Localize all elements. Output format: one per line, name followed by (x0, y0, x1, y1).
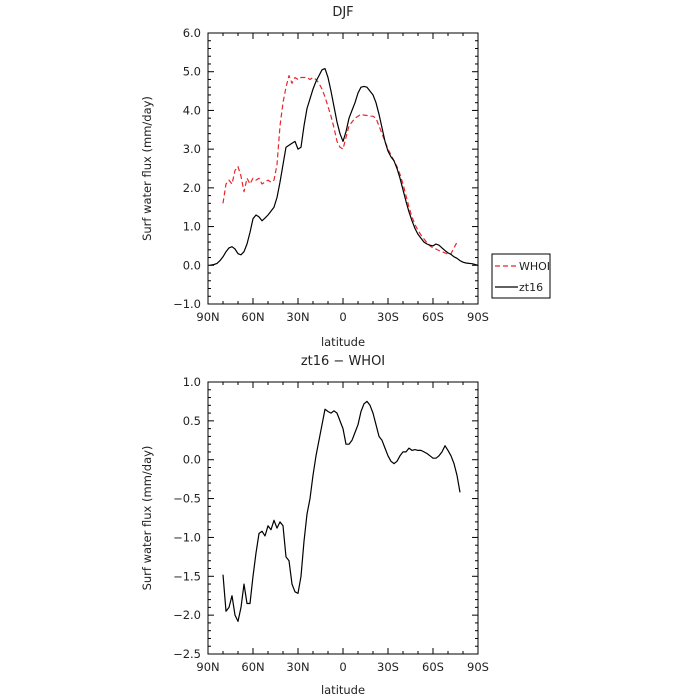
y-tick-label: 1.0 (183, 375, 201, 389)
y-tick-label: −2.0 (173, 608, 201, 622)
x-tick-label: 90S (467, 660, 489, 674)
panel-difference: zt16 − WHOI 90N 60N 30N 0 30S 60S 90S −2.5 −2.0 −1… (140, 354, 489, 697)
x-tick-label: 90N (196, 660, 219, 674)
panel-djf: DJF 90N 60N 30N 0 30S 60S 90S −1.0 0.0 1.0 2.0 3.0 4.… (140, 5, 551, 349)
y-tick-label: −2.5 (173, 647, 201, 661)
plot-frame (207, 32, 479, 305)
legend-label-zt16: zt16 (519, 281, 543, 294)
series-line-difference (222, 400, 461, 622)
x-axis-label: latitude (321, 335, 365, 349)
y-tick-label: 2.0 (183, 181, 201, 195)
y-tick-label: −1.0 (173, 297, 201, 311)
series-line-whoi (222, 75, 458, 255)
x-tick-label: 30S (377, 660, 399, 674)
x-tick-label: 30N (286, 660, 309, 674)
y-tick-label: 0.0 (183, 258, 201, 272)
x-tick-label: 30N (286, 310, 309, 324)
x-tick-label: 60N (241, 310, 264, 324)
plot-frame (207, 381, 479, 655)
y-tick-label: 4.0 (183, 103, 201, 117)
legend-box (491, 253, 551, 299)
y-tick-label: 0.0 (183, 453, 201, 467)
y-tick-label: 0.5 (183, 414, 201, 428)
y-tick-label: 1.0 (183, 220, 201, 234)
y-tick-label: −0.5 (173, 492, 201, 506)
chart-title: DJF (332, 5, 353, 20)
x-tick-label: 60S (422, 310, 444, 324)
x-axis-label: latitude (321, 683, 365, 697)
x-tick-label: 60S (422, 660, 444, 674)
x-tick-label: 0 (339, 660, 346, 674)
y-tick-label: 5.0 (183, 65, 201, 79)
y-tick-label: −1.0 (173, 530, 201, 544)
y-axis-label: Surf water flux (mm/day) (140, 96, 154, 241)
x-tick-label: 30S (377, 310, 399, 324)
x-tick-label: 60N (241, 660, 264, 674)
y-tick-label: −1.5 (173, 569, 201, 583)
y-axis-label: Surf water flux (mm/day) (140, 446, 154, 591)
y-tick-label: 6.0 (183, 26, 201, 40)
series-line-zt16 (209, 68, 479, 266)
legend-label-whoi: WHOI (519, 260, 550, 273)
x-tick-label: 0 (339, 310, 346, 324)
x-tick-label: 90N (196, 310, 219, 324)
chart-title: zt16 − WHOI (301, 354, 385, 369)
y-tick-label: 3.0 (183, 142, 201, 156)
x-tick-label: 90S (467, 310, 489, 324)
